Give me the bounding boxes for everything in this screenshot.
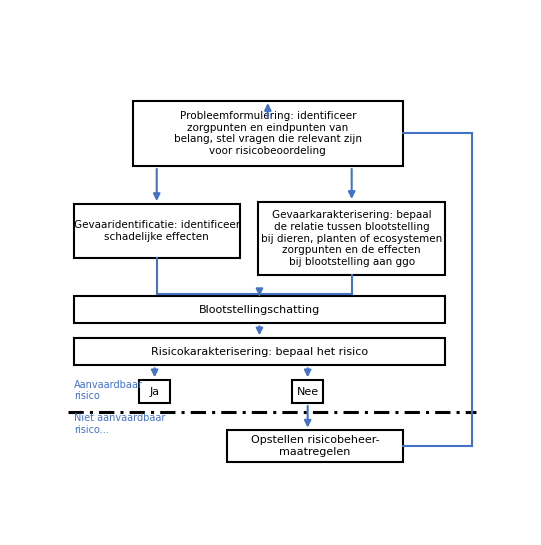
FancyBboxPatch shape <box>74 338 445 366</box>
Text: Probleemformulering: identificeer
zorgpunten en eindpunten van
belang, stel vrag: Probleemformulering: identificeer zorgpu… <box>174 111 362 156</box>
FancyBboxPatch shape <box>74 204 240 258</box>
Text: Aanvaardbaar
risico: Aanvaardbaar risico <box>74 380 143 402</box>
Text: Opstellen risicobeheer-
maatregelen: Opstellen risicobeheer- maatregelen <box>250 435 379 457</box>
Text: Gevaarkarakterisering: bepaal
de relatie tussen blootstelling
bij dieren, plante: Gevaarkarakterisering: bepaal de relatie… <box>261 210 443 267</box>
Text: Ja: Ja <box>149 387 160 397</box>
FancyBboxPatch shape <box>259 202 445 275</box>
FancyBboxPatch shape <box>139 380 170 403</box>
Text: Blootstellingschatting: Blootstellingschatting <box>199 305 320 315</box>
FancyBboxPatch shape <box>133 101 403 166</box>
Text: Risicokarakterisering: bepaal het risico: Risicokarakterisering: bepaal het risico <box>151 347 368 357</box>
Text: Nee: Nee <box>296 387 319 397</box>
Text: Niet aanvaardbaar
risico...: Niet aanvaardbaar risico... <box>74 414 166 435</box>
FancyBboxPatch shape <box>74 296 445 324</box>
FancyBboxPatch shape <box>227 431 403 462</box>
FancyBboxPatch shape <box>292 380 324 403</box>
Text: Gevaaridentificatie: identificeer
schadelijke effecten: Gevaaridentificatie: identificeer schade… <box>74 220 240 242</box>
